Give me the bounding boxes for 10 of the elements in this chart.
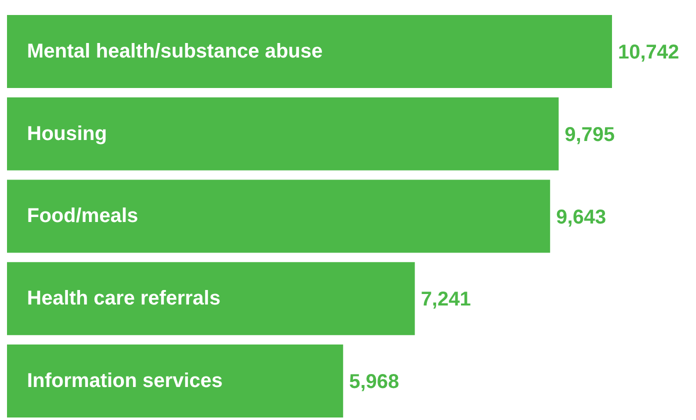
y-tick-label: Mental health/substance abuse (27, 40, 323, 62)
data-label: 9,795 (564, 124, 615, 146)
y-tick-label: Health care referrals (27, 288, 220, 310)
data-label: 10,742 (618, 42, 680, 64)
y-tick-label: Food/meals (27, 205, 138, 228)
data-label: 5,968 (349, 371, 400, 394)
data-label: 7,241 (420, 288, 471, 311)
data-label: 9,643 (556, 206, 606, 228)
y-tick-label: Information services (27, 370, 223, 392)
y-tick-label: Housing (27, 122, 107, 145)
